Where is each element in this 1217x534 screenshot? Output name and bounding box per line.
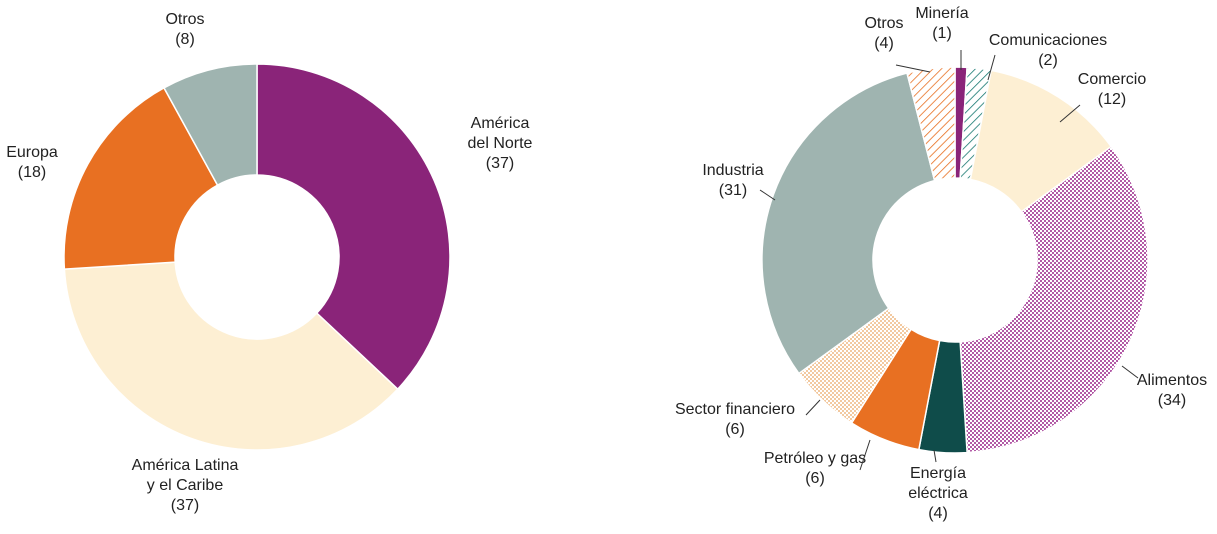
slice-label: Industria [702, 162, 763, 179]
leader-line [805, 399, 821, 416]
slice-label: Comunicaciones [989, 32, 1107, 49]
slice [761, 72, 936, 375]
value-label: (34) [1158, 392, 1186, 409]
value-label: (2) [1038, 52, 1058, 69]
slice-label: Otros [864, 15, 903, 32]
value-label: (6) [805, 470, 825, 487]
leader-line [759, 189, 776, 201]
slice [63, 86, 219, 270]
slice [256, 63, 451, 391]
value-label: (1) [932, 25, 952, 42]
slice-label: Comercio [1078, 71, 1147, 88]
value-label: (37) [486, 155, 514, 172]
slice-label: Sector financiero [675, 401, 795, 418]
slice-label: Minería [915, 5, 968, 22]
value-label: (37) [171, 497, 199, 514]
leader-line [933, 449, 937, 463]
value-label: (8) [175, 31, 195, 48]
leader-line [1121, 365, 1139, 379]
slice-label: Alimentos [1137, 372, 1207, 389]
value-label: (12) [1098, 91, 1126, 108]
value-label: (18) [18, 164, 46, 181]
slice-label: América del Norte [468, 115, 533, 152]
value-label: (6) [725, 421, 745, 438]
value-label: (4) [928, 505, 948, 522]
slice-label: Europa [6, 144, 58, 161]
value-label: (4) [874, 35, 894, 52]
leader-line [895, 64, 931, 73]
slice-label: Energía eléctrica [908, 465, 968, 502]
leader-line [987, 54, 996, 81]
slice-label: Petróleo y gas [764, 450, 866, 467]
slice [63, 261, 399, 451]
leader-line [859, 439, 871, 471]
slice-label: América Latina y el Caribe [132, 457, 239, 494]
slice [163, 63, 258, 187]
value-label: (31) [719, 182, 747, 199]
slice [959, 145, 1149, 454]
slice-label: Otros [165, 11, 204, 28]
leader-line [1059, 104, 1081, 123]
